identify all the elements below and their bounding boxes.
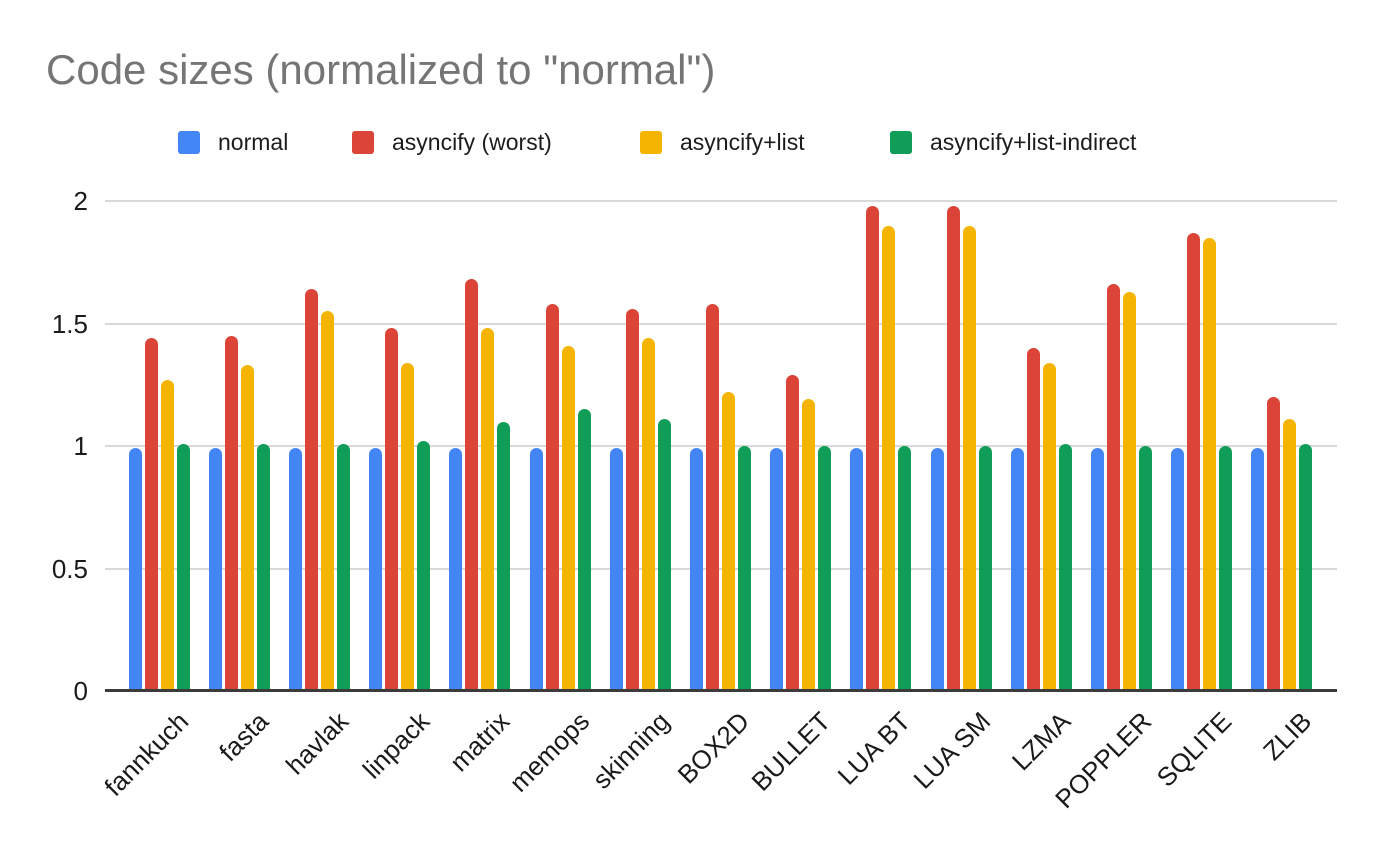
gridline [105,200,1337,202]
bar-asyncify-list-indirect-linpack [417,441,431,691]
bar-asyncify-worst-poppler [1107,284,1121,691]
bar-asyncify-list-poppler [1123,291,1137,691]
x-axis-label-memops: memops [503,706,596,798]
bar-asyncify-worst-fasta [224,335,238,691]
bar-asyncify-worst-box2d [705,303,719,691]
bar-normal-lua-sm [930,448,944,691]
bar-asyncify-worst-lua-bt [866,205,880,691]
bar-normal-skinning [609,448,623,691]
bar-asyncify-worst-zlib [1267,397,1281,691]
x-axis-label-linpack: linpack [356,706,435,785]
bar-asyncify-list-matrix [481,328,495,691]
legend-swatch-asyncify-list-indirect [890,131,912,154]
bar-normal-fasta [208,448,222,691]
bar-asyncify-list-indirect-havlak [336,443,350,691]
legend-label: asyncify+list-indirect [930,129,1137,155]
bar-asyncify-worst-matrix [465,279,479,691]
bar-asyncify-list-indirect-lua-bt [898,446,912,691]
y-axis-tick-label: 0 [73,676,88,706]
bar-asyncify-list-linpack [401,362,415,691]
bar-asyncify-worst-bullet [786,374,800,691]
gridline [105,567,1337,570]
bar-asyncify-list-box2d [721,392,735,691]
legend-label: asyncify (worst) [392,129,552,155]
bar-asyncify-worst-lua-sm [946,205,960,691]
bar-asyncify-list-indirect-memops [577,409,591,691]
bar-asyncify-list-indirect-sqlite [1219,446,1233,691]
bar-asyncify-list-lzma [1042,362,1056,691]
gridline [105,445,1337,447]
x-axis-label-box2d: BOX2D [672,706,756,790]
y-axis-tick-label: 2 [73,186,88,216]
bar-asyncify-list-indirect-poppler [1139,446,1153,691]
bar-normal-lua-bt [850,448,864,691]
bar-asyncify-list-bullet [802,399,816,691]
bar-asyncify-list-indirect-skinning [657,419,671,691]
bar-asyncify-list-indirect-lzma [1058,443,1072,691]
bar-asyncify-list-indirect-fannkuch [176,443,190,691]
chart-title: Code sizes (normalized to "normal") [46,46,716,93]
gridline [105,322,1337,325]
bar-normal-matrix [449,448,463,691]
x-axis-label-skinning: skinning [586,706,676,795]
x-axis-label-lua-bt: LUA BT [831,706,917,791]
legend-swatch-asyncify-list [640,131,662,154]
bar-normal-linpack [369,448,383,691]
x-axis-label-zlib: ZLIB [1257,706,1318,767]
y-axis-tick-label: 1.5 [51,308,88,339]
bar-normal-fannkuch [128,448,142,691]
bar-asyncify-list-indirect-lua-sm [978,446,992,691]
bar-normal-havlak [288,448,302,691]
legend-item-asyncify-list-indirect: asyncify+list-indirect [890,129,1136,156]
legend-label: normal [218,129,289,155]
y-axis-tick-label: 1 [73,431,88,461]
bar-asyncify-worst-linpack [385,328,399,691]
bar-normal-bullet [770,448,784,691]
bar-asyncify-list-lua-sm [962,225,976,691]
bar-asyncify-list-indirect-matrix [497,421,511,691]
bar-asyncify-worst-lzma [1026,348,1040,691]
bar-asyncify-list-fasta [240,365,254,691]
bar-asyncify-list-zlib [1283,419,1297,691]
legend-item-normal: normal [178,129,288,156]
bar-normal-poppler [1091,448,1105,691]
bar-asyncify-worst-sqlite [1187,232,1201,691]
bar-normal-zlib [1251,448,1265,691]
y-axis-tick-label: 0.5 [51,553,88,584]
bar-asyncify-worst-skinning [625,308,639,691]
legend-label: asyncify+list [680,129,805,155]
bar-asyncify-worst-memops [545,303,559,691]
bar-asyncify-list-indirect-box2d [737,446,751,691]
bar-normal-box2d [689,448,703,691]
x-axis-label-lzma: LZMA [1006,706,1077,777]
bar-asyncify-list-fannkuch [160,379,174,691]
legend-swatch-normal [178,131,200,154]
bar-asyncify-list-indirect-bullet [818,446,832,691]
bar-asyncify-list-lua-bt [882,225,896,691]
legend-item-asyncify-worst: asyncify (worst) [352,129,552,156]
bar-normal-memops [529,448,543,691]
x-axis-label-lua-sm: LUA SM [907,706,997,795]
x-axis-label-sqlite: SQLITE [1150,706,1237,793]
x-axis-label-fannkuch: fannkuch [98,706,195,802]
bar-asyncify-list-skinning [641,338,655,691]
x-axis-label-havlak: havlak [280,706,355,781]
bar-normal-sqlite [1171,448,1185,691]
x-axis-line [105,689,1337,692]
bar-asyncify-list-indirect-fasta [256,443,270,691]
bar-asyncify-list-sqlite [1203,237,1217,691]
legend-swatch-asyncify-worst [352,131,374,154]
bar-asyncify-list-memops [561,345,575,691]
x-axis-label-matrix: matrix [443,706,516,778]
bar-asyncify-worst-havlak [304,289,318,691]
bar-asyncify-list-havlak [320,311,334,691]
bar-asyncify-worst-fannkuch [144,338,158,691]
legend-item-asyncify-list: asyncify+list [640,129,805,156]
x-axis-label-fasta: fasta [213,706,275,768]
bar-asyncify-list-indirect-zlib [1299,443,1313,691]
x-axis-label-bullet: BULLET [745,706,836,797]
bar-normal-lzma [1010,448,1024,691]
